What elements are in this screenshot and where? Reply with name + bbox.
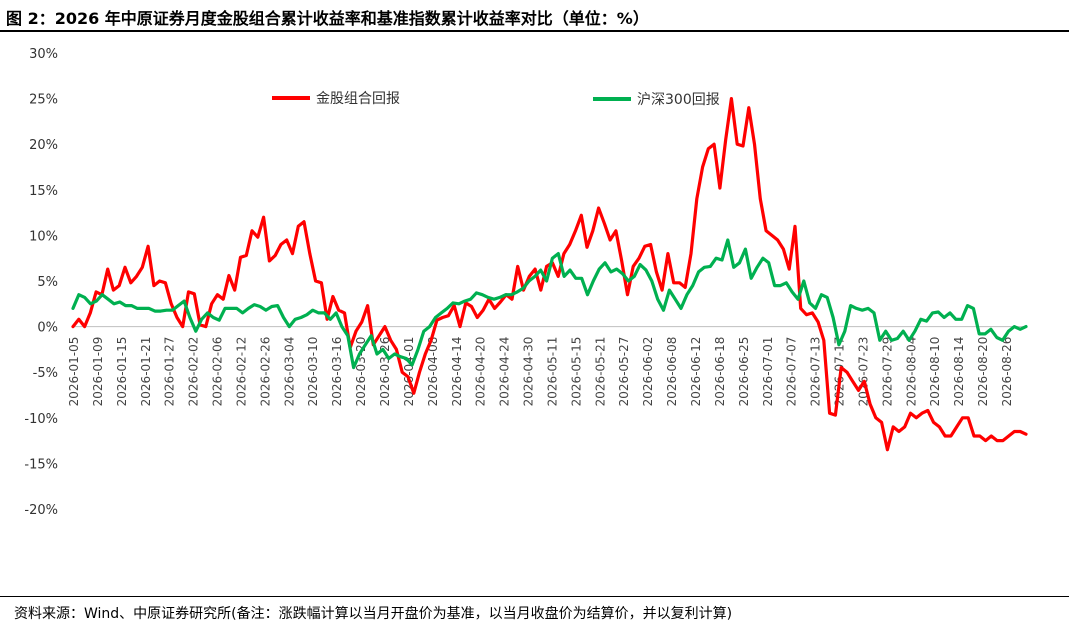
x-tick-label: 2026-07-01	[761, 337, 775, 407]
y-tick-label: 25%	[29, 93, 58, 108]
legend-label: 金股组合回报	[316, 91, 400, 107]
y-tick-label: 5%	[37, 275, 58, 290]
x-tick-label: 2026-08-26	[1000, 337, 1014, 407]
y-tick-label: 15%	[29, 184, 58, 199]
x-tick-label: 2026-04-20	[474, 337, 488, 407]
x-tick-label: 2026-01-27	[163, 337, 177, 407]
y-tick-label: -15%	[24, 457, 58, 472]
y-tick-label: 20%	[29, 138, 58, 153]
x-tick-label: 2026-01-21	[139, 337, 153, 407]
y-axis-ticks: 30% 25% 20% 15% 10% 5% 0% -5% -10% -15% -20%	[24, 47, 58, 518]
x-tick-label: 2026-07-13	[809, 337, 823, 407]
x-tick-label: 2026-04-24	[498, 337, 512, 407]
x-tick-label: 2026-06-08	[665, 337, 679, 407]
x-tick-label: 2026-06-12	[689, 337, 703, 407]
series-lines	[71, 96, 1028, 452]
x-tick-label: 2026-03-20	[354, 337, 368, 407]
x-tick-label: 2026-04-01	[402, 337, 416, 407]
x-tick-label: 2026-08-04	[904, 337, 918, 407]
y-tick-label: -10%	[24, 412, 58, 427]
x-tick-label: 2026-05-27	[617, 337, 631, 407]
y-tick-label: -5%	[33, 366, 58, 381]
source-note: 资料来源：Wind、中原证券研究所(备注：涨跌幅计算以当月开盘价为基准，以当月收…	[14, 606, 733, 622]
x-tick-label: 2026-02-02	[187, 337, 201, 407]
x-tick-label: 2026-01-15	[115, 337, 129, 407]
x-tick-label: 2026-02-06	[211, 337, 225, 407]
x-tick-label: 2026-03-26	[378, 337, 392, 407]
y-tick-label: 10%	[29, 229, 58, 244]
x-tick-label: 2026-02-26	[258, 337, 272, 407]
x-tick-label: 2026-03-16	[330, 337, 344, 407]
legend: 金股组合回报 沪深300回报	[272, 91, 720, 108]
y-tick-label: 0%	[37, 321, 58, 336]
x-tick-label: 2026-06-25	[737, 337, 751, 407]
x-tick-label: 2026-06-02	[641, 337, 655, 407]
y-tick-label: -20%	[24, 503, 58, 518]
x-tick-label: 2026-04-08	[426, 337, 440, 407]
x-tick-label: 2026-07-29	[880, 337, 894, 407]
x-tick-label: 2026-08-14	[952, 337, 966, 407]
x-tick-label: 2026-03-10	[306, 337, 320, 407]
x-tick-label: 2026-08-20	[976, 337, 990, 407]
x-tick-label: 2026-05-11	[545, 337, 559, 407]
figure-title: 图 2：2026 年中原证券月度金股组合累计收益率和基准指数累计收益率对比（单位…	[6, 9, 649, 28]
x-tick-label: 2026-01-09	[91, 337, 105, 407]
legend-label: 沪深300回报	[637, 92, 720, 108]
x-tick-label: 2026-06-18	[713, 337, 727, 407]
x-tick-label: 2026-07-07	[785, 337, 799, 407]
x-axis-ticks: 2026-01-05 2026-01-09 2026-01-15 2026-01-21…	[67, 337, 1014, 407]
x-tick-label: 2026-01-05	[67, 337, 81, 407]
top-rule	[0, 30, 1069, 32]
x-tick-label: 2026-05-15	[569, 337, 583, 407]
y-tick-label: 30%	[29, 47, 58, 62]
series-line-csi300	[71, 238, 1028, 370]
bottom-rule	[0, 596, 1069, 597]
x-tick-label: 2026-04-30	[522, 337, 536, 407]
x-tick-label: 2026-08-10	[928, 337, 942, 407]
x-tick-label: 2026-03-04	[282, 337, 296, 407]
x-tick-label: 2026-04-14	[450, 337, 464, 407]
x-tick-label: 2026-02-12	[234, 337, 248, 407]
x-tick-label: 2026-05-21	[593, 337, 607, 407]
